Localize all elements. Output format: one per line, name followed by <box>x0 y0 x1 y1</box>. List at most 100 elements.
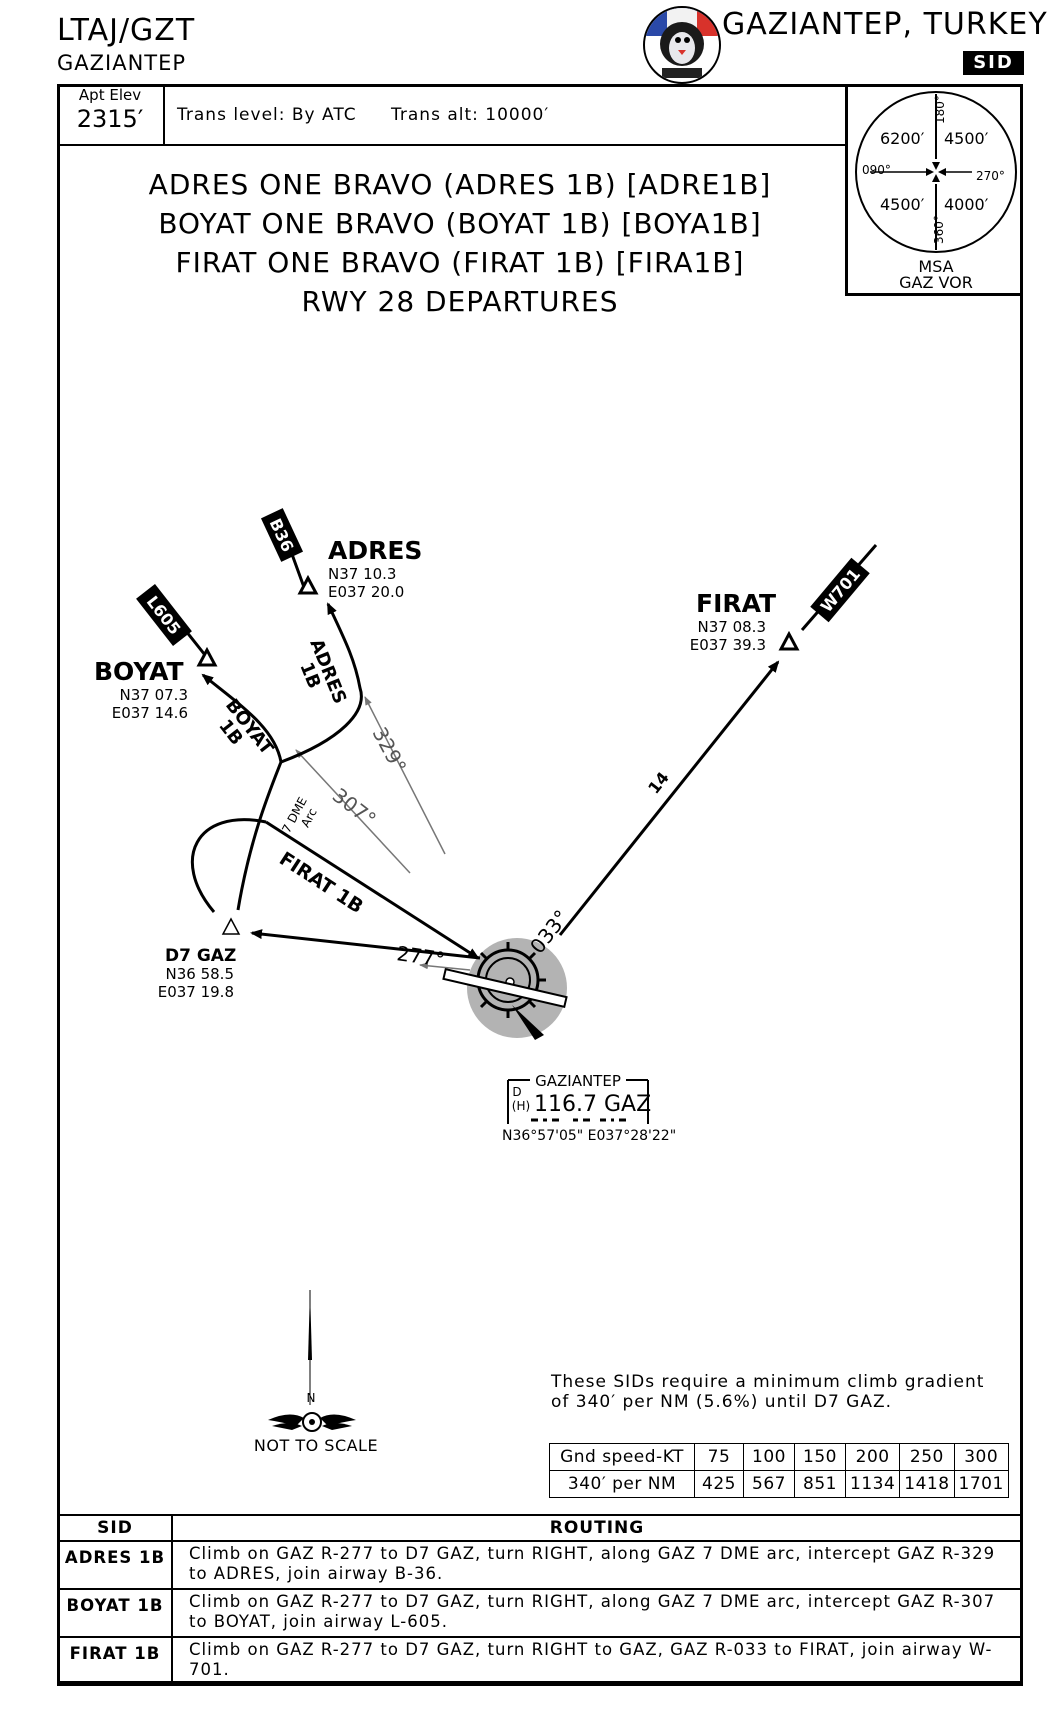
climb-gradient-note: These SIDs require a minimum climb gradi… <box>551 1372 985 1412</box>
radial-277-label: 277° <box>395 941 446 971</box>
airport-name: GAZIANTEP <box>57 51 187 75</box>
routing-sid-cell: BOYAT 1B <box>57 1588 173 1638</box>
gradient-rate-cell: 851 <box>794 1470 846 1498</box>
msa-360: 360° <box>932 215 946 244</box>
route-label-boyat: BOYAT 1B <box>214 695 278 759</box>
waypoint-adres-lat: N37 10.3 <box>328 565 396 583</box>
waypoint-d7gaz-icon <box>221 917 241 935</box>
airway-w701-label: W701 <box>810 557 870 623</box>
runway-28 <box>442 967 568 1009</box>
route-d7-turn <box>190 818 267 913</box>
routing-table: SID ROUTING ADRES 1B Climb on GAZ R-277 … <box>57 1514 1023 1686</box>
radial-329-label: 329° <box>368 723 412 777</box>
gradient-speed-cell: 250 <box>899 1443 955 1471</box>
waypoint-boyat-lon: E037 14.6 <box>112 704 188 722</box>
route-boyat <box>201 673 283 763</box>
waypoint-firat-lat: N37 08.3 <box>698 618 766 636</box>
waypoint-adres-icon <box>297 574 319 595</box>
msa-180: 180° <box>933 95 947 124</box>
radial-329-guide <box>364 696 446 855</box>
waypoint-boyat-name: BOYAT <box>94 657 184 686</box>
route-277-to-d7 <box>250 929 481 960</box>
waypoint-adres-name: ADRES <box>328 536 422 565</box>
radial-033-label: 033° <box>525 905 574 958</box>
gradient-rate-cell: 1418 <box>899 1470 955 1498</box>
transition-info-row: Trans level: By ATC Trans alt: 10000′ <box>165 84 845 146</box>
routing-sid-cell: ADRES 1B <box>57 1540 173 1590</box>
gradient-rate-cell: 1134 <box>844 1470 901 1498</box>
distance-14-label: 14 <box>644 768 673 797</box>
navaid-name: GAZIANTEP <box>535 1072 621 1090</box>
msa-090: 090° <box>862 163 891 177</box>
procedure-title-boyat: BOYAT ONE BRAVO (BOYAT 1B) [BOYA1B] <box>158 207 762 240</box>
waypoint-d7gaz-name: D7 GAZ <box>165 946 236 966</box>
msa-diagram: 6200′ 4500′ 4500′ 4000′ 180° 360° 090° 2… <box>855 91 1017 292</box>
gradient-speed-cell: 75 <box>694 1443 744 1471</box>
waypoint-firat-lon: E037 39.3 <box>690 636 766 654</box>
navaid-pointer <box>512 1005 544 1040</box>
msa-ne: 4500′ <box>944 129 989 148</box>
trans-alt: Trans alt: 10000′ <box>391 105 550 125</box>
routing-col-routing: ROUTING <box>171 1514 1023 1542</box>
apt-elev-value: 2315′ <box>76 105 144 133</box>
airport-elevation-box: Apt Elev 2315′ <box>57 84 165 146</box>
gradient-rate-cell: 1701 <box>953 1470 1009 1498</box>
airport-id: LTAJ/GZT <box>57 13 196 48</box>
runway-title: RWY 28 DEPARTURES <box>301 285 619 318</box>
gradient-speed-cell: 150 <box>794 1443 846 1471</box>
north-arrow-icon: N <box>268 1290 356 1432</box>
airway-l605-label: L605 <box>136 583 192 647</box>
radial-307-guide <box>295 749 411 874</box>
climb-gradient-table: Gnd speed-KT 75 100 150 200 250 300 340′… <box>549 1443 1009 1498</box>
navaid-coordinates: N36°57'05" E037°28'22" <box>502 1128 676 1144</box>
gradient-rate-header: 340′ per NM <box>549 1470 695 1498</box>
radial-307-label: 307° <box>328 783 381 832</box>
chart-type-badge: SID <box>963 51 1024 75</box>
msa-se: 4000′ <box>944 195 989 214</box>
routing-sid-cell: FIRAT 1B <box>57 1636 173 1686</box>
msa-box: 6200′ 4500′ 4500′ 4000′ 180° 360° 090° 2… <box>845 84 1023 296</box>
gradient-speed-cell: 300 <box>953 1443 1009 1471</box>
gradient-speed-cell: 200 <box>844 1443 901 1471</box>
table-row: BOYAT 1B Climb on GAZ R-277 to D7 GAZ, t… <box>57 1588 1023 1638</box>
chart-city-title: GAZIANTEP, TURKEY <box>722 7 1048 42</box>
waypoint-boyat-icon <box>196 646 218 667</box>
waypoint-firat-icon <box>778 630 800 651</box>
routing-text-cell: Climb on GAZ R-277 to D7 GAZ, turn RIGHT… <box>171 1588 1023 1638</box>
route-firat-033 <box>558 660 780 936</box>
waypoint-d7gaz-lon: E037 19.8 <box>158 983 234 1001</box>
gradient-speed-row: Gnd speed-KT 75 100 150 200 250 300 <box>549 1443 1009 1471</box>
waypoint-boyat-lat: N37 07.3 <box>120 686 188 704</box>
route-label-adres: ADRES 1B <box>295 636 350 707</box>
navaid-class-h: (H) <box>512 1099 530 1113</box>
routing-text-cell: Climb on GAZ R-277 to D7 GAZ, turn RIGHT… <box>171 1636 1023 1686</box>
gradient-speed-cell: 100 <box>743 1443 795 1471</box>
waypoint-firat-name: FIRAT <box>696 589 776 618</box>
trans-level: Trans level: By ATC <box>177 105 357 125</box>
msa-sw: 4500′ <box>880 195 925 214</box>
dme-arc <box>236 761 283 911</box>
msa-reference: GAZ VOR <box>899 273 973 292</box>
routing-text-cell: Climb on GAZ R-277 to D7 GAZ, turn RIGHT… <box>171 1540 1023 1590</box>
gradient-rate-cell: 567 <box>743 1470 795 1498</box>
gradient-rate-row: 340′ per NM 425 567 851 1134 1418 1701 <box>549 1470 1009 1498</box>
routing-header-row: SID ROUTING <box>57 1514 1023 1542</box>
route-firat-return <box>265 820 480 960</box>
radial-277-guide <box>419 962 471 971</box>
routing-col-sid: SID <box>57 1514 173 1542</box>
north-label: N <box>307 1391 316 1405</box>
navaid-class-d: D <box>512 1085 521 1099</box>
procedure-titles: ADRES ONE BRAVO (ADRES 1B) [ADRE1B] BOYA… <box>130 165 790 321</box>
msa-label: MSA <box>918 257 953 276</box>
procedure-title-firat: FIRAT ONE BRAVO (FIRAT 1B) [FIRA1B] <box>175 246 745 279</box>
airway-b36-label: B36 <box>260 508 304 562</box>
msa-270: 270° <box>976 169 1005 183</box>
apt-elev-label: Apt Elev <box>78 86 142 104</box>
navaid-box: GAZIANTEP D (H) 116.7 GAZ N36°57'05" E03… <box>502 1072 676 1144</box>
msa-nw: 6200′ <box>880 129 925 148</box>
waypoint-d7gaz-lat: N36 58.5 <box>166 965 234 983</box>
waypoint-adres-lon: E037 20.0 <box>328 583 404 601</box>
navaid-freq-ident: 116.7 GAZ <box>534 1092 651 1117</box>
gradient-rate-cell: 425 <box>694 1470 744 1498</box>
